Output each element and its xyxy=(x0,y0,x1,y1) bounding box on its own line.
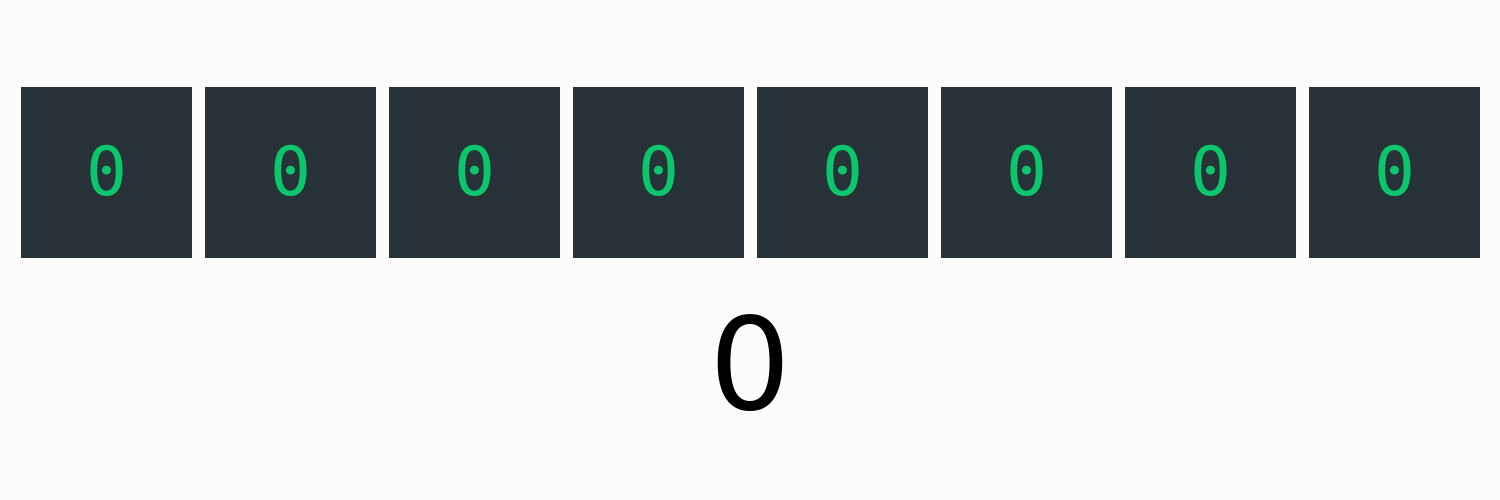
bit-toggle-7[interactable]: 0 xyxy=(21,87,192,258)
bit-toggle-4[interactable]: 0 xyxy=(573,87,744,258)
bit-value: 0 xyxy=(86,132,127,212)
bit-value: 0 xyxy=(1190,132,1231,212)
bit-toggle-6[interactable]: 0 xyxy=(205,87,376,258)
bit-value: 0 xyxy=(270,132,311,212)
bit-toggle-1[interactable]: 0 xyxy=(1125,87,1296,258)
bit-toggle-2[interactable]: 0 xyxy=(941,87,1112,258)
bit-toggle-3[interactable]: 0 xyxy=(757,87,928,258)
bit-value: 0 xyxy=(822,132,863,212)
bit-value: 0 xyxy=(1374,132,1415,212)
bit-value: 0 xyxy=(1006,132,1047,212)
bit-value: 0 xyxy=(454,132,495,212)
bit-value: 0 xyxy=(638,132,679,212)
bit-toggle-row: 0 0 0 0 0 0 0 0 xyxy=(21,87,1480,258)
bit-toggle-5[interactable]: 0 xyxy=(389,87,560,258)
decimal-value-display: 0 xyxy=(709,291,791,440)
bit-toggle-0[interactable]: 0 xyxy=(1309,87,1480,258)
